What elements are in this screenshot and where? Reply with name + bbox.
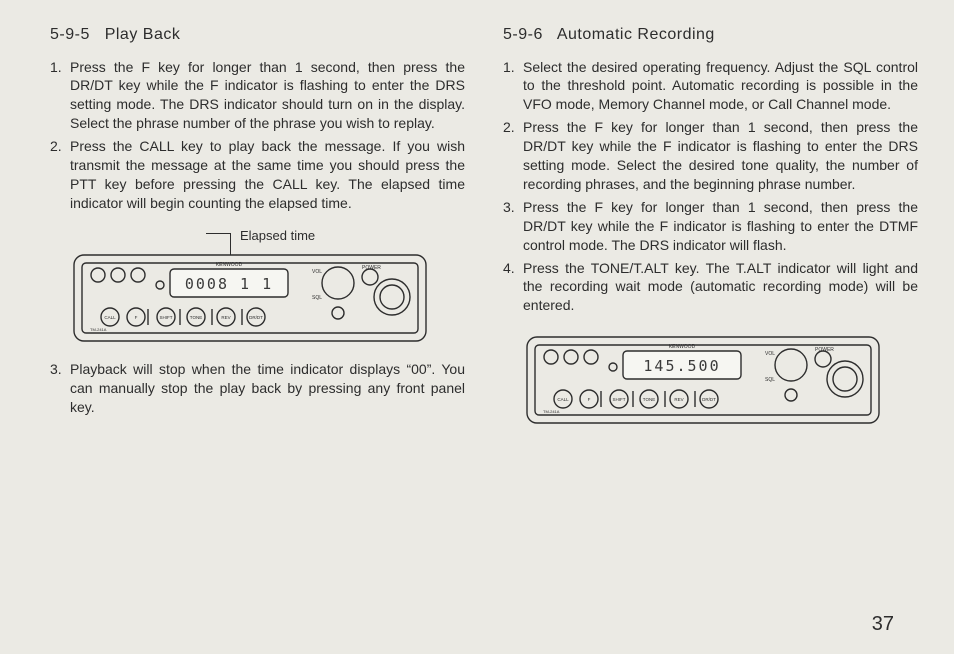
step-text: Select the desired operating frequency. … bbox=[523, 59, 918, 113]
svg-text:SQL: SQL bbox=[312, 295, 322, 301]
section-heading: 5-9-6 Automatic Recording bbox=[503, 24, 918, 46]
svg-text:CALL: CALL bbox=[104, 315, 116, 320]
svg-text:REV: REV bbox=[674, 397, 683, 402]
steps-list: Press the F key for longer than 1 second… bbox=[50, 58, 465, 213]
svg-text:SQL: SQL bbox=[765, 377, 775, 383]
section-number: 5-9-6 bbox=[503, 26, 543, 43]
elapsed-time-callout: Elapsed time bbox=[70, 227, 430, 251]
step-item: Select the desired operating frequency. … bbox=[503, 58, 918, 115]
callout-line bbox=[230, 233, 231, 255]
step-item: Playback will stop when the time indicat… bbox=[50, 360, 465, 417]
svg-text:DR/DT: DR/DT bbox=[702, 397, 716, 402]
step-item: Press the CALL key to play back the mess… bbox=[50, 137, 465, 213]
lcd-text: 0008 1 1 bbox=[185, 275, 273, 293]
section-heading: 5-9-5 Play Back bbox=[50, 24, 465, 46]
svg-text:DR/DT: DR/DT bbox=[249, 315, 263, 320]
brand-label: KENWOOD bbox=[216, 262, 243, 268]
left-column: 5-9-5 Play Back Press the F key for long… bbox=[50, 24, 465, 578]
svg-text:TONE: TONE bbox=[643, 397, 655, 402]
step-text: Press the CALL key to play back the mess… bbox=[70, 138, 465, 211]
manual-page: 5-9-5 Play Back Press the F key for long… bbox=[0, 0, 954, 590]
step-text: Press the TONE/T.ALT key. The T.ALT indi… bbox=[523, 260, 918, 314]
svg-text:F: F bbox=[588, 397, 591, 402]
radio-figure-right: KENWOOD 145.500 VOL SQL POWER CALL F SHI… bbox=[523, 333, 883, 428]
step-item: Press the F key for longer than 1 second… bbox=[503, 118, 918, 194]
lcd-text: 145.500 bbox=[643, 357, 720, 375]
elapsed-time-label: Elapsed time bbox=[240, 227, 315, 245]
step-item: Press the TONE/T.ALT key. The T.ALT indi… bbox=[503, 259, 918, 316]
steps-list-cont: Playback will stop when the time indicat… bbox=[50, 360, 465, 417]
svg-text:SHIFT: SHIFT bbox=[613, 397, 626, 402]
section-number: 5-9-5 bbox=[50, 26, 90, 43]
steps-list: Select the desired operating frequency. … bbox=[503, 58, 918, 316]
step-item: Press the F key for longer than 1 second… bbox=[50, 58, 465, 134]
right-column: 5-9-6 Automatic Recording Select the des… bbox=[503, 24, 918, 578]
section-title: Automatic Recording bbox=[557, 26, 715, 43]
step-text: Press the F key for longer than 1 second… bbox=[523, 199, 918, 253]
step-item: Press the F key for longer than 1 second… bbox=[503, 198, 918, 255]
svg-text:POWER: POWER bbox=[362, 265, 381, 271]
radio-illustration: KENWOOD 145.500 VOL SQL POWER CALL F SHI… bbox=[523, 333, 883, 428]
brand-label: KENWOOD bbox=[669, 344, 696, 350]
svg-text:F: F bbox=[135, 315, 138, 320]
svg-text:SHIFT: SHIFT bbox=[160, 315, 173, 320]
svg-text:VOL: VOL bbox=[765, 351, 775, 357]
radio-illustration: KENWOOD 0008 1 1 VOL SQL POWER CALL F SH… bbox=[70, 251, 430, 346]
radio-figure-left: Elapsed time bbox=[70, 227, 430, 346]
svg-text:CALL: CALL bbox=[557, 397, 569, 402]
svg-text:TM-241A: TM-241A bbox=[90, 327, 107, 332]
svg-text:POWER: POWER bbox=[815, 347, 834, 353]
step-text: Press the F key for longer than 1 second… bbox=[70, 59, 465, 132]
svg-text:TONE: TONE bbox=[190, 315, 202, 320]
step-text: Press the F key for longer than 1 second… bbox=[523, 119, 918, 192]
svg-text:REV: REV bbox=[221, 315, 230, 320]
step-text: Playback will stop when the time indicat… bbox=[70, 361, 465, 415]
svg-text:VOL: VOL bbox=[312, 269, 322, 275]
page-number: 37 bbox=[872, 613, 894, 636]
section-title: Play Back bbox=[105, 26, 181, 43]
svg-text:TM-241A: TM-241A bbox=[543, 409, 560, 414]
